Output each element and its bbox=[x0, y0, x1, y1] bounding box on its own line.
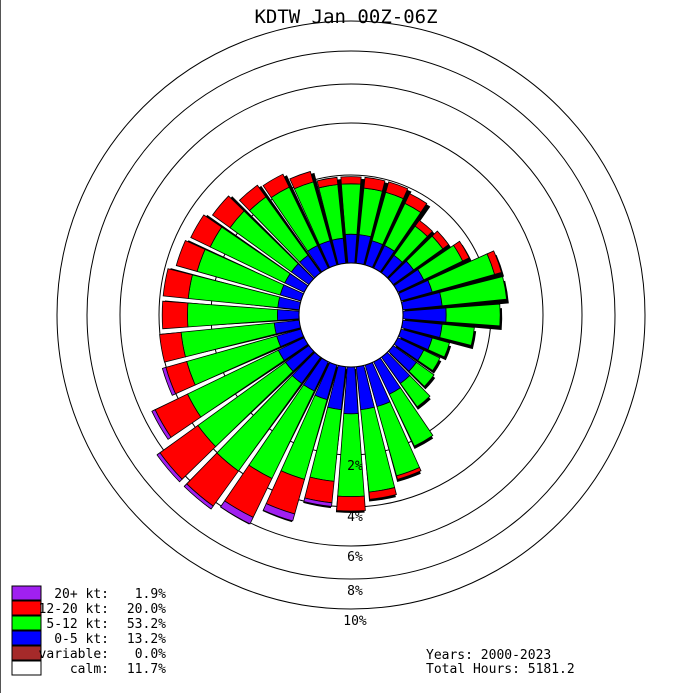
bar-300-12-20-kt bbox=[190, 214, 223, 248]
bar-60-12-20-kt bbox=[453, 240, 470, 262]
legend-swatch-3 bbox=[11, 630, 42, 646]
bar-240-20-kt bbox=[151, 409, 172, 440]
bar-330-12-20-kt bbox=[262, 173, 290, 199]
legend-swatch-4 bbox=[11, 645, 42, 661]
bar-160-12-20-kt bbox=[396, 466, 422, 480]
bar-90-5-12-kt bbox=[445, 303, 501, 327]
total-hours-text: Total Hours: 5181.2 bbox=[426, 662, 575, 677]
legend-percent-1: 20.0% bbox=[127, 602, 166, 617]
legend-label-3: 0-5 kt: bbox=[54, 632, 109, 647]
bar-320-12-20-kt bbox=[238, 184, 267, 212]
bar-250-20-kt bbox=[161, 366, 177, 396]
legend-label-0: 20+ kt: bbox=[54, 587, 109, 602]
bar-200-20-kt bbox=[262, 503, 296, 522]
bar-20-12-20-kt bbox=[385, 181, 409, 200]
ring-label-2: 2% bbox=[347, 459, 363, 474]
calm-center bbox=[298, 262, 404, 368]
bar-230-20-kt bbox=[156, 452, 183, 483]
bar-120-5-12-kt bbox=[417, 349, 441, 372]
legend-percent-5: 11.7% bbox=[127, 662, 166, 677]
bar-80-5-12-kt bbox=[439, 276, 508, 307]
bar-260-12-20-kt bbox=[159, 331, 186, 363]
bar-0-12-20-kt bbox=[340, 176, 362, 185]
direction-bars bbox=[151, 170, 509, 525]
ring-labels: 2% 4% 6% 8% 10% bbox=[343, 459, 367, 629]
bar-130-5-12-kt bbox=[408, 361, 435, 387]
bar-110-5-12-kt bbox=[427, 337, 451, 358]
bar-270-12-20-kt bbox=[161, 300, 189, 330]
legend-label-5: calm: bbox=[70, 662, 109, 677]
bar-220-20-kt bbox=[183, 483, 214, 510]
legend-percent-3: 13.2% bbox=[127, 632, 166, 647]
legend-swatch-1 bbox=[11, 600, 42, 616]
bar-270-0-5-kt bbox=[277, 309, 300, 321]
legend-label-1: 12-20 kt: bbox=[39, 602, 109, 617]
bar-280-12-20-kt bbox=[162, 268, 193, 299]
ring-8pct bbox=[86, 50, 616, 580]
bar-10-12-20-kt bbox=[363, 176, 386, 192]
legend-swatch-2 bbox=[11, 615, 42, 631]
speed-legend: 20+ kt: 1.9% 12-20 kt: 20.0% 5-12 kt: 53.2% 0-… bbox=[11, 585, 166, 677]
percent-rings bbox=[56, 20, 646, 610]
legend-label-4: variable: bbox=[39, 647, 109, 662]
years-text: Years: 2000-2023 bbox=[426, 648, 551, 663]
ring-label-6: 6% bbox=[347, 550, 363, 565]
legend-percent-4: 0.0% bbox=[135, 647, 166, 662]
bar-30-12-20-kt bbox=[404, 193, 428, 213]
bar-150-5-12-kt bbox=[388, 387, 434, 447]
bar-180-5-12-kt bbox=[337, 413, 365, 497]
page-left-border bbox=[0, 0, 1, 693]
bar-340-12-20-kt bbox=[289, 170, 314, 190]
ring-10pct bbox=[56, 20, 646, 610]
bar-170-12-20-kt bbox=[368, 487, 397, 500]
legend-swatch-0 bbox=[11, 585, 42, 601]
bar-140-5-12-kt bbox=[399, 374, 431, 408]
ring-label-10: 10% bbox=[343, 614, 367, 629]
bar-210-20-kt bbox=[220, 500, 254, 525]
ring-label-8: 8% bbox=[347, 584, 363, 599]
bar-40-12-20-kt bbox=[414, 219, 433, 237]
bar-290-12-20-kt bbox=[175, 240, 206, 272]
bar-50-12-20-kt bbox=[431, 230, 450, 250]
ring-label-4: 4% bbox=[347, 510, 363, 525]
legend-percent-2: 53.2% bbox=[127, 617, 166, 632]
ring-6pct bbox=[119, 83, 583, 547]
bar-180-12-20-kt bbox=[336, 495, 366, 512]
chart-title: KDTW Jan 00Z-06Z bbox=[254, 6, 437, 28]
bar-100-5-12-kt bbox=[439, 323, 475, 346]
bar-190-20-kt bbox=[303, 497, 333, 507]
bar-350-12-20-kt bbox=[316, 176, 339, 189]
legend-label-2: 5-12 kt: bbox=[46, 617, 109, 632]
bar-310-12-20-kt bbox=[211, 195, 245, 229]
legend-swatch-5 bbox=[11, 660, 42, 676]
bar-70-12-20-kt bbox=[486, 250, 502, 275]
legend-percent-0: 1.9% bbox=[135, 587, 166, 602]
